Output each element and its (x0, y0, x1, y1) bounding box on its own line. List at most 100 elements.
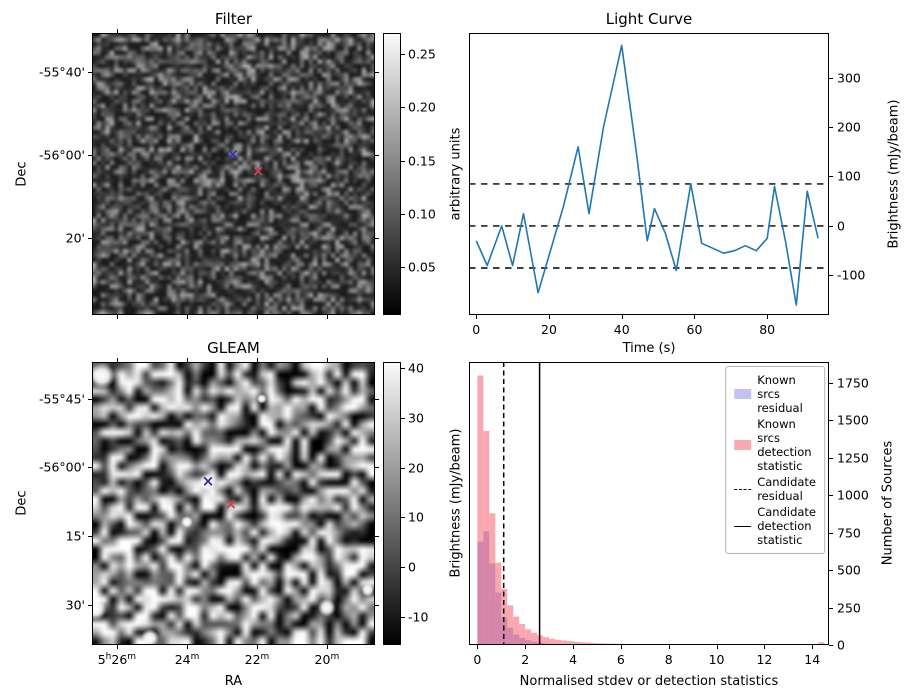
tick-mark (187, 315, 189, 319)
legend-entry: Known srcs detection statistic (734, 417, 816, 473)
gleam-image (92, 362, 375, 645)
tick-mark (620, 645, 622, 649)
hist-bar (507, 627, 514, 645)
tick-mark (401, 367, 405, 369)
filter-colorbar (383, 33, 401, 315)
legend-label: Known srcs residual (757, 373, 803, 415)
legend-swatch (734, 440, 752, 450)
hist-bar (590, 642, 597, 645)
tick-mark (549, 315, 550, 319)
gleam-colorbar-label: Brightness (mJy/beam) (448, 428, 464, 578)
hist-bar (579, 642, 586, 645)
tick-mark (829, 420, 833, 422)
tick-mark (326, 29, 328, 33)
hist-bar (483, 531, 490, 645)
tick-label: 0 (837, 218, 845, 234)
tick-mark (829, 532, 833, 534)
histogram-xlabel: Normalised stdev or detection statistics (519, 674, 779, 689)
hist-bar (650, 644, 657, 645)
tick-mark (401, 54, 405, 56)
tick-label: 14 (804, 652, 821, 667)
hist-bar (531, 641, 538, 645)
blue-cross-marker: × (226, 145, 240, 164)
hist-bar (686, 644, 693, 645)
red-cross-marker: × (251, 162, 265, 181)
filter-title: Filter (214, 10, 253, 28)
tick-mark (401, 213, 405, 215)
tick-label: 0 (473, 652, 482, 667)
tick-mark (401, 567, 405, 569)
tick-mark (621, 315, 623, 319)
tick-mark (401, 160, 405, 162)
tick-mark (256, 358, 258, 362)
hist-bar (567, 641, 574, 645)
gleam-ylabel: Dec (14, 490, 30, 516)
tick-label: 80 (759, 322, 776, 337)
tick-mark (477, 645, 479, 649)
tick-label: 24m (174, 652, 200, 668)
light-curve-title: Light Curve (605, 10, 693, 28)
tick-label: 30 (408, 410, 424, 426)
legend-swatch (734, 389, 752, 399)
tick-label: 1750 (837, 375, 869, 391)
hist-bar (602, 643, 609, 645)
hist-bar (674, 644, 681, 645)
tick-label: 1250 (837, 450, 869, 466)
hist-bar (608, 643, 615, 645)
tick-label: 1500 (837, 412, 869, 428)
legend-swatch (734, 525, 752, 527)
legend-label: Known srcs detection statistic (757, 417, 812, 473)
hist-bar (698, 644, 705, 645)
tick-mark (829, 382, 833, 384)
hist-bar (483, 430, 490, 645)
tick-mark (375, 466, 379, 468)
tick-label: 20m (314, 652, 340, 668)
filter-colorbar-label: arbitrary units (448, 127, 464, 221)
tick-mark (88, 71, 92, 73)
hist-bar (555, 639, 562, 645)
tick-mark (401, 617, 405, 619)
tick-mark (375, 605, 379, 607)
hist-bar (501, 588, 508, 645)
tick-mark (187, 645, 189, 649)
tick-mark (256, 645, 258, 649)
tick-label: 40 (408, 360, 424, 376)
tick-label: 30' (65, 597, 85, 613)
histogram-ylabel: Number of Sources (880, 440, 896, 566)
hist-bar (513, 616, 520, 645)
tick-mark (401, 107, 405, 109)
hist-bar (549, 638, 556, 645)
tick-mark (829, 495, 833, 497)
tick-label: 0.10 (408, 206, 436, 222)
hist-bar (525, 640, 532, 645)
blue-cross-marker: × (201, 472, 215, 491)
tick-mark (767, 315, 769, 319)
tick-mark (116, 315, 118, 319)
hist-bar (495, 592, 502, 645)
legend: Known srcs residual Known srcs detection … (725, 366, 825, 554)
tick-mark (401, 417, 405, 419)
tick-mark (375, 399, 379, 401)
tick-label: 4 (569, 652, 578, 667)
hist-bar (638, 644, 645, 645)
tick-mark (525, 645, 527, 649)
hist-bar (501, 617, 508, 645)
hist-bar (626, 644, 633, 645)
hist-bar (525, 629, 532, 645)
tick-mark (401, 517, 405, 519)
tick-mark (326, 645, 328, 649)
tick-label: 40 (613, 322, 630, 337)
tick-label: 300 (837, 70, 861, 86)
tick-label: 8 (664, 652, 673, 667)
hist-bar (489, 563, 496, 645)
hist-bar (704, 644, 711, 645)
tick-mark (829, 645, 833, 646)
tick-label: 12 (756, 652, 773, 667)
hist-bar (573, 641, 580, 645)
tick-mark (716, 645, 718, 649)
tick-mark (829, 176, 833, 178)
tick-label: 15' (65, 528, 85, 544)
tick-label: 10 (708, 652, 725, 667)
tick-label: -55°45' (38, 391, 85, 407)
